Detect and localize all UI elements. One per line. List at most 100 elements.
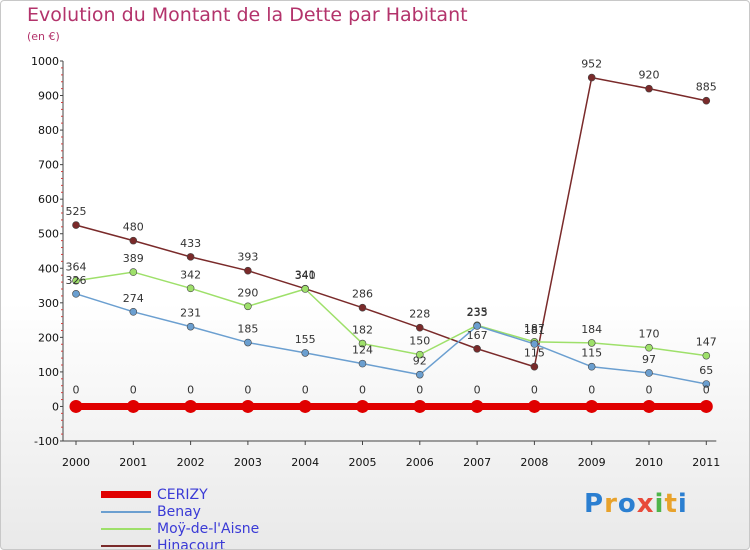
logo-letter: i (677, 489, 688, 519)
data-label: 231 (180, 307, 201, 320)
data-point (645, 369, 653, 377)
data-label: 170 (639, 328, 660, 341)
data-label: 0 (359, 383, 366, 396)
data-label: 393 (237, 251, 258, 264)
legend-swatch (101, 544, 151, 547)
data-label: 155 (295, 333, 316, 346)
data-point (358, 303, 367, 312)
data-point (358, 339, 367, 348)
legend-item: CERIZY (101, 486, 259, 503)
data-label: 92 (413, 355, 427, 368)
data-label: 341 (295, 269, 316, 282)
x-tick-label: 2007 (463, 456, 491, 469)
data-point (587, 362, 596, 371)
data-point (699, 399, 713, 413)
data-label: 124 (352, 344, 373, 357)
data-point (241, 399, 255, 413)
data-label: 0 (130, 383, 137, 396)
axes: -100010020030040050060070080090010002000… (31, 55, 720, 469)
data-label: 182 (352, 324, 373, 337)
y-tick-label: 600 (38, 193, 59, 206)
data-point (413, 399, 427, 413)
data-label: 274 (123, 292, 144, 305)
data-point (587, 339, 596, 347)
data-point (587, 73, 596, 82)
y-tick-label: 900 (38, 90, 59, 103)
data-label: 187 (524, 322, 545, 335)
logo-letter: i (654, 489, 665, 519)
data-label: 885 (696, 81, 717, 94)
data-label: 952 (581, 58, 602, 71)
data-label: 0 (703, 383, 710, 396)
chart-title: Evolution du Montant de la Dette par Hab… (27, 4, 468, 26)
legend-label: Hinacourt (157, 537, 226, 550)
data-point (244, 266, 252, 275)
logo-letter: x (636, 489, 655, 519)
value-labels: 0 0 0 0 0 0 0 0 0 0 0 0 326 274 231 185 155 124 92 233 181 11… (66, 58, 717, 397)
data-label: 0 (302, 383, 309, 396)
data-point (186, 322, 195, 331)
data-point (356, 399, 369, 413)
data-point (470, 399, 484, 413)
x-tick-label: 2003 (234, 456, 262, 469)
data-label: 0 (73, 383, 80, 396)
legend-swatch (101, 510, 151, 513)
legend-item: Moÿ-de-l'Aisne (101, 520, 259, 537)
data-point (129, 307, 138, 316)
data-label: 167 (467, 329, 488, 342)
y-tick-label: 0 (52, 400, 59, 413)
data-label: 115 (581, 347, 602, 360)
y-tick-label: 400 (38, 262, 59, 275)
data-label: 0 (531, 383, 538, 396)
series-points (69, 73, 713, 413)
data-label: 150 (409, 335, 430, 348)
legend-label: Moÿ-de-l'Aisne (157, 520, 260, 537)
series-lines (75, 76, 707, 410)
data-label: 235 (467, 305, 488, 318)
data-point (702, 96, 711, 105)
data-label: 0 (646, 383, 653, 396)
data-label: 115 (524, 347, 545, 360)
data-label: 233 (467, 306, 488, 319)
legend-item: Hinacourt (101, 537, 259, 550)
data-label: 0 (416, 383, 423, 396)
data-label: 228 (409, 308, 430, 321)
data-label: 342 (180, 268, 201, 281)
legend-item: Benay (101, 503, 259, 520)
data-point (415, 350, 424, 359)
legend-swatch (101, 527, 151, 530)
data-label: 0 (474, 383, 481, 396)
data-point (129, 268, 138, 276)
legend-swatch (101, 491, 151, 498)
legend: CERIZY Benay Moÿ-de-l'Aisne Hinacourt (101, 486, 259, 550)
x-tick-label: 2006 (406, 456, 434, 469)
logo-letter: o (617, 489, 637, 519)
proxiti-logo: Proxiti (584, 489, 688, 519)
data-point (415, 323, 424, 332)
data-point (702, 380, 711, 388)
x-tick-label: 2000 (62, 456, 90, 469)
data-label: 65 (699, 364, 713, 377)
data-point (244, 338, 252, 347)
data-label: 326 (66, 274, 87, 287)
y-tick-label: 800 (38, 124, 59, 137)
data-point (530, 340, 539, 348)
legend-label: Benay (157, 503, 201, 520)
legend-label: CERIZY (157, 486, 208, 503)
data-point (645, 84, 653, 93)
series-line (75, 76, 707, 368)
y-tick-label: 200 (38, 331, 59, 344)
x-tick-label: 2011 (692, 456, 720, 469)
series-line (75, 293, 707, 385)
data-point (473, 322, 481, 330)
x-tick-label: 2001 (119, 456, 147, 469)
y-tick-label: 700 (38, 159, 59, 172)
data-point (415, 370, 424, 379)
data-label: 389 (123, 252, 144, 265)
logo-letter: r (604, 489, 618, 519)
data-label: 286 (352, 288, 373, 301)
data-point (642, 399, 656, 413)
x-tick-label: 2009 (578, 456, 606, 469)
data-point (358, 359, 367, 368)
